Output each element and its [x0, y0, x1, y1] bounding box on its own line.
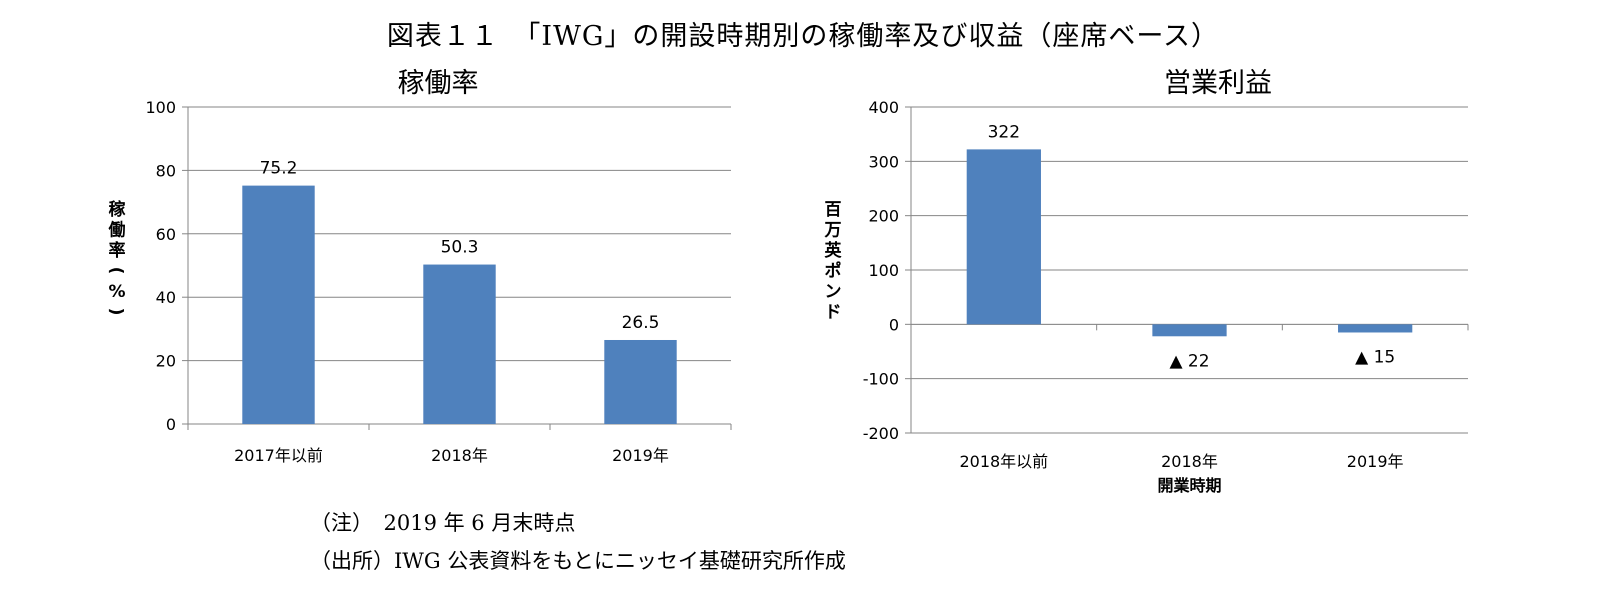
chart1-y-axis-label-char: ( [106, 267, 126, 275]
chart2-x-axis-label: 開業時期 [1157, 476, 1221, 495]
chart1-y-tick-label: 80 [156, 161, 176, 180]
chart2-y-axis-label-char: ド [825, 303, 842, 323]
figure-note: （注） 2019 年 6 月末時点 [310, 511, 576, 535]
chart1-y-tick-label: 0 [166, 415, 176, 434]
chart2-title: 営業利益 [1164, 68, 1272, 99]
chart2-y-tick-label: 400 [868, 98, 899, 117]
chart2-category-label: 2019年 [1347, 452, 1404, 471]
figure-source: （出所）IWG 公表資料をもとにニッセイ基礎研究所作成 [310, 549, 846, 573]
chart1-y-tick-label: 100 [145, 98, 176, 117]
chart2-y-tick-label: -200 [863, 424, 899, 443]
chart1-value-label: 75.2 [260, 159, 298, 179]
figure-title: 図表１１ 「IWG」の開設時期別の稼働率及び収益（座席ベース） [386, 21, 1220, 52]
chart1-value-label: 26.5 [622, 313, 660, 333]
chart2-value-label: ▲ 15 [1355, 347, 1395, 367]
chart1-category-label: 2019年 [612, 446, 669, 465]
chart2-bar [966, 149, 1041, 325]
chart1-y-tick-label: 60 [156, 225, 176, 244]
chart1-category-label: 2018年 [431, 446, 488, 465]
chart2-y-tick-label: 200 [868, 207, 899, 226]
chart1-category-label: 2017年以前 [234, 446, 323, 465]
chart2-y-axis-label-char: ン [825, 282, 842, 302]
chart2-value-label: ▲ 22 [1169, 351, 1209, 371]
chart1-y-axis-label-char: 働 [108, 220, 126, 241]
chart2-y-axis-label-char: 英 [825, 240, 843, 261]
chart2-y-axis-label-char: 万 [824, 221, 842, 241]
chart2-y-axis-label-char: ポ [825, 261, 842, 282]
chart2-bar [1152, 324, 1227, 337]
chart2-y-tick-label: 0 [889, 315, 899, 334]
chart2-category-label: 2018年 [1161, 452, 1218, 471]
chart1-y-axis-label-char: % [108, 282, 125, 302]
chart1-value-label: 50.3 [441, 238, 479, 258]
chart1-bar [423, 264, 496, 424]
chart1-bar [242, 185, 315, 424]
chart1-y-tick-label: 40 [156, 288, 176, 307]
chart1-bar [604, 339, 677, 424]
chart2-y-axis-label-char: 百 [825, 200, 842, 220]
chart2-y-tick-label: 300 [868, 152, 899, 171]
chart2-y-tick-label: -100 [863, 370, 899, 389]
chart1-y-axis-label-char: ) [106, 308, 126, 316]
chart2-y-tick-label: 100 [868, 261, 899, 280]
chart1-y-tick-label: 20 [156, 352, 176, 371]
chart1-title: 稼働率 [398, 68, 479, 99]
chart1-y-axis-label-char: 率 [109, 240, 126, 261]
chart2-category-label: 2018年以前 [959, 452, 1048, 471]
chart2-bar [1338, 324, 1413, 333]
chart1-y-axis-label-char: 稼 [109, 199, 126, 220]
chart2-value-label: 322 [988, 122, 1020, 142]
